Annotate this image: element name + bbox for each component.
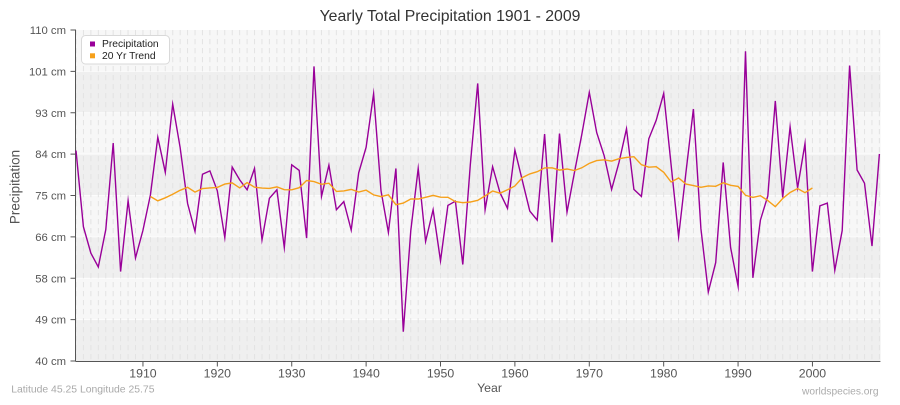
- svg-text:1980: 1980: [650, 367, 678, 381]
- svg-text:110 cm: 110 cm: [30, 25, 66, 37]
- svg-text:1920: 1920: [204, 367, 232, 381]
- svg-text:1960: 1960: [501, 367, 529, 381]
- svg-text:20 Yr Trend: 20 Yr Trend: [102, 51, 156, 62]
- svg-text:1910: 1910: [129, 367, 157, 381]
- svg-text:Latitude 45.25 Longitude 25.75: Latitude 45.25 Longitude 25.75: [11, 385, 155, 396]
- svg-text:84 cm: 84 cm: [35, 149, 66, 161]
- svg-text:101 cm: 101 cm: [29, 66, 66, 78]
- svg-text:Precipitation: Precipitation: [102, 39, 159, 50]
- svg-text:2000: 2000: [799, 367, 827, 381]
- svg-text:1990: 1990: [724, 367, 752, 381]
- svg-text:1930: 1930: [278, 367, 306, 381]
- svg-text:worldspecies.org: worldspecies.org: [801, 387, 879, 398]
- svg-text:49 cm: 49 cm: [35, 315, 66, 327]
- svg-text:58 cm: 58 cm: [35, 273, 66, 285]
- svg-text:93 cm: 93 cm: [35, 108, 66, 120]
- svg-text:Precipitation: Precipitation: [8, 150, 23, 224]
- svg-text:66 cm: 66 cm: [35, 232, 66, 244]
- svg-text:1970: 1970: [576, 367, 604, 381]
- svg-text:75 cm: 75 cm: [35, 191, 66, 203]
- svg-text:Yearly Total Precipitation 190: Yearly Total Precipitation 1901 - 2009: [320, 8, 581, 25]
- svg-text:1950: 1950: [427, 367, 455, 381]
- svg-text:Year: Year: [477, 381, 502, 395]
- svg-text:1940: 1940: [352, 367, 380, 381]
- svg-text:40 cm: 40 cm: [35, 356, 66, 368]
